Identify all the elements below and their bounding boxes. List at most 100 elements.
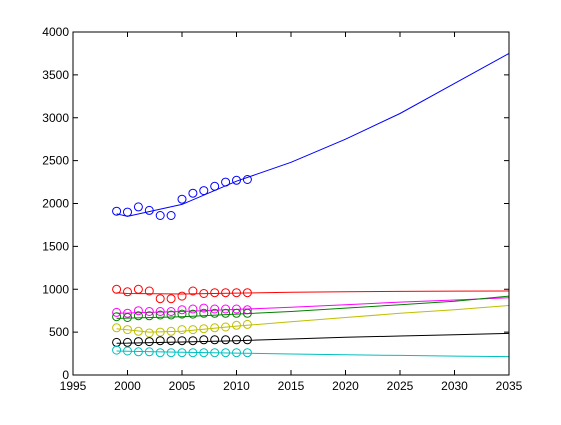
y-tick-label: 1500 — [42, 239, 69, 253]
series-5-marker — [123, 325, 132, 335]
series-3-marker — [221, 304, 231, 314]
series-2-trend-line — [116, 290, 510, 295]
series-3-marker — [166, 307, 176, 316]
series-6-marker — [232, 335, 241, 345]
series-1-marker — [166, 211, 176, 220]
series-7-marker — [144, 347, 154, 357]
y-tick-label: 2000 — [42, 197, 69, 211]
series-3-marker — [177, 305, 187, 315]
series-6-marker — [221, 335, 231, 345]
series-1-marker — [155, 211, 165, 220]
series-2-marker — [199, 289, 209, 298]
series-4-marker — [112, 312, 122, 322]
series-6-marker — [155, 336, 165, 346]
series-2 — [112, 284, 510, 304]
series-2-marker — [177, 291, 187, 301]
series-1-marker — [133, 202, 143, 212]
series-1-marker — [242, 175, 252, 184]
x-tick-label: 2010 — [223, 379, 250, 393]
series-1-marker — [232, 175, 241, 185]
x-tick-label: 2000 — [114, 379, 141, 393]
series-7-marker — [123, 346, 132, 356]
series-5-marker — [166, 326, 176, 336]
series-2-marker — [144, 286, 154, 296]
series-6-marker — [144, 337, 154, 347]
series-4-marker — [155, 310, 165, 320]
series-3-marker — [210, 304, 220, 314]
series-3 — [112, 297, 510, 318]
series-4-marker — [123, 313, 132, 322]
series-4-marker — [177, 309, 187, 319]
series-5-marker — [199, 324, 209, 334]
series-3-marker — [188, 304, 198, 314]
plot-area — [73, 32, 509, 375]
series-2-marker — [188, 286, 198, 296]
y-tick-label: 3000 — [42, 111, 69, 125]
series-2-marker — [221, 288, 231, 298]
series-1-marker — [123, 207, 132, 217]
x-tick-label: 2020 — [332, 379, 359, 393]
series-1-marker — [199, 186, 209, 196]
series-7-marker — [133, 347, 143, 357]
series-3-marker — [112, 307, 122, 317]
series-7-marker — [188, 348, 198, 358]
series-3-marker — [155, 307, 165, 316]
series-layer — [112, 52, 510, 358]
series-7-marker — [232, 348, 241, 358]
series-5-marker — [144, 328, 154, 338]
series-5-marker — [242, 319, 252, 329]
x-tick-label: 2035 — [496, 379, 523, 393]
series-5 — [112, 305, 510, 338]
series-5-marker — [210, 323, 220, 333]
series-5-marker — [221, 322, 231, 332]
series-2-marker — [166, 294, 176, 304]
series-5-marker — [177, 325, 187, 335]
series-3-marker — [199, 303, 209, 313]
x-tick-label: 2015 — [278, 379, 305, 393]
series-2-marker — [232, 288, 241, 298]
series-5-marker — [133, 326, 143, 336]
series-6-marker — [199, 335, 209, 345]
series-4-marker — [210, 308, 220, 318]
series-4-marker — [242, 308, 252, 318]
series-5-marker — [112, 323, 122, 333]
series-7-marker — [199, 348, 209, 358]
series-4 — [112, 295, 510, 322]
series-7 — [112, 345, 510, 358]
axis-layer: 1995 2000 2005 2010 2015 2020 2025 2030 2035 0 500… — [42, 25, 522, 393]
y-tick-label: 0 — [62, 368, 69, 382]
series-7-trend-line — [116, 350, 510, 358]
series-3-marker — [144, 307, 154, 316]
series-6-marker — [188, 336, 198, 346]
series-2-marker — [123, 287, 132, 297]
series-7-marker — [221, 348, 231, 358]
series-1-marker — [210, 181, 220, 191]
x-tick-label: 2025 — [387, 379, 414, 393]
series-6-marker — [133, 337, 143, 347]
y-tick-label: 2500 — [42, 154, 69, 168]
series-4-marker — [221, 308, 231, 318]
series-1-marker — [112, 206, 122, 216]
series-3-marker — [123, 308, 132, 318]
series-1-marker — [221, 177, 231, 187]
x-tick-label: 2030 — [441, 379, 468, 393]
series-5-marker — [232, 320, 241, 330]
series-6 — [112, 332, 510, 347]
series-2-marker — [242, 288, 252, 298]
series-2-marker — [210, 288, 220, 298]
series-6-marker — [242, 335, 252, 345]
series-1-marker — [144, 205, 154, 215]
series-5-marker — [155, 327, 165, 337]
series-1-marker — [188, 188, 198, 198]
series-7-marker — [210, 348, 220, 358]
y-tick-label: 1000 — [42, 282, 69, 296]
series-1-marker — [177, 194, 187, 204]
series-5-marker — [188, 325, 198, 335]
series-4-marker — [133, 311, 143, 321]
series-7-marker — [155, 348, 165, 358]
series-3-trend-line — [116, 297, 510, 314]
series-6-marker — [166, 336, 176, 346]
series-3-marker — [232, 304, 241, 314]
